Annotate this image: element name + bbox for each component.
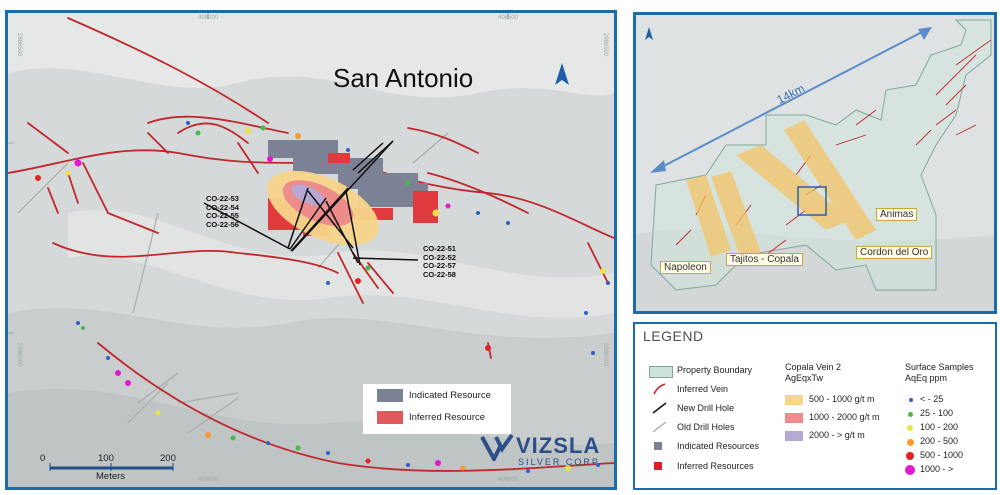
sample-item-label: 1000 - > xyxy=(920,464,954,474)
vein-swatch-500-1000 xyxy=(785,395,803,405)
logo-name: VIZSLA xyxy=(516,433,601,458)
samples-header: Surface Samples AqEq ppm xyxy=(905,362,974,384)
drill-hole-label: CO-22-58 xyxy=(423,269,456,279)
sample-item-label: < - 25 xyxy=(920,394,944,404)
drill-hole-label: CO-22-51 xyxy=(423,244,456,253)
vein-swatch-2000 xyxy=(785,431,803,441)
legend-panel: LEGEND Property Boundary Inferred Vein N… xyxy=(633,322,997,490)
vein-item-label: 500 - 1000 g/t m xyxy=(809,394,875,404)
resource-legend: Indicated Resource Inferred Resource xyxy=(363,384,511,434)
vein-item-label: 2000 - > g/t m xyxy=(809,430,865,440)
coord-label: 408500 xyxy=(498,15,519,21)
drill-hole-label: CO-22-55 xyxy=(206,211,239,221)
inset-label-cordon: Cordon del Oro xyxy=(856,246,933,259)
sample-dot-icon xyxy=(906,452,914,460)
drill-hole-label: CO-22-52 xyxy=(423,252,456,262)
legend-item-label: Old Drill Holes xyxy=(677,422,735,432)
logo-tagline: SILVER CORP xyxy=(518,457,600,467)
inset-label-animas: Animas xyxy=(876,208,918,221)
scale-unit: Meters xyxy=(96,471,126,482)
coord-label: 2886500 xyxy=(16,33,22,57)
new-drill-hole-icon xyxy=(652,402,667,414)
scale-tick: 100 xyxy=(98,453,114,464)
drill-labels-right: CO-22-51 CO-22-52 CO-22-57 CO-22-58 xyxy=(423,244,456,279)
scale-tick: 0 xyxy=(40,453,46,464)
sample-item-label: 25 - 100 xyxy=(920,408,954,418)
legend-title: LEGEND xyxy=(643,328,704,344)
sample-item-label: 500 - 1000 xyxy=(920,450,964,460)
sample-item-label: 100 - 200 xyxy=(920,422,959,432)
inferred-label: Inferred Resource xyxy=(409,412,486,423)
sample-item-label: 200 - 500 xyxy=(920,436,959,446)
drill-hole-label: CO-22-56 xyxy=(206,219,239,229)
legend-item-label: New Drill Hole xyxy=(677,403,735,413)
inferred-swatch xyxy=(377,411,403,424)
map-title: San Antonio xyxy=(333,63,474,93)
coord-label: 2886000 xyxy=(16,343,22,367)
vein-header-line: AgEqxTw xyxy=(785,373,824,383)
coord-label: 408000 xyxy=(198,15,219,21)
vizsla-logo-icon xyxy=(480,433,514,461)
samples-header-line: Surface Samples xyxy=(905,362,974,372)
indicated-label: Indicated Resource xyxy=(409,390,491,401)
vein-item-label: 1000 - 2000 g/t m xyxy=(809,412,880,422)
drill-hole-label: CO-22-53 xyxy=(206,194,239,203)
inferred-resources-icon xyxy=(654,462,662,470)
property-boundary-icon xyxy=(649,366,673,378)
legend-item-label: Indicated Resources xyxy=(677,441,760,451)
scale-tick: 200 xyxy=(160,453,176,464)
inset-map-graphics xyxy=(636,15,994,311)
old-drill-holes-icon xyxy=(652,421,667,433)
main-map-graphics xyxy=(8,13,614,487)
vein-header-line: Copala Vein 2 xyxy=(785,362,842,372)
sample-dot-icon xyxy=(905,465,915,475)
inset-map[interactable]: 14km Animas Napoleon Tajitos - Copala Co… xyxy=(633,12,997,314)
sample-dot-icon xyxy=(907,425,913,431)
inset-label-napoleon: Napoleon xyxy=(660,261,711,274)
legend-item-label: Inferred Resources xyxy=(677,461,754,471)
samples-header-line: AqEq ppm xyxy=(905,373,948,383)
sample-dot-icon xyxy=(907,439,914,446)
sample-dot-icon xyxy=(908,412,913,417)
drill-hole-label: CO-22-57 xyxy=(423,261,456,271)
indicated-swatch xyxy=(377,389,403,402)
drill-hole-label: CO-22-54 xyxy=(206,202,239,212)
inferred-vein-icon xyxy=(653,383,666,395)
coord-label: 2886000 xyxy=(602,343,608,367)
sample-dot-icon xyxy=(909,398,913,402)
coord-label: 2886500 xyxy=(602,33,608,57)
vein-header: Copala Vein 2 AgEqxTw xyxy=(785,362,841,384)
legend-item-label: Property Boundary xyxy=(677,365,753,375)
indicated-resources-icon xyxy=(654,442,662,450)
legend-item-label: Inferred Vein xyxy=(677,384,729,394)
inset-label-tajitos: Tajitos - Copala xyxy=(726,253,803,266)
coord-label: 408000 xyxy=(198,477,219,483)
drill-labels-left: CO-22-53 CO-22-54 CO-22-55 CO-22-56 xyxy=(206,194,239,229)
vein-swatch-1000-2000 xyxy=(785,413,803,423)
coord-label: 408500 xyxy=(498,477,519,483)
main-map[interactable]: San Antonio CO-22-53 CO-22-54 CO-22-55 C… xyxy=(5,10,617,490)
